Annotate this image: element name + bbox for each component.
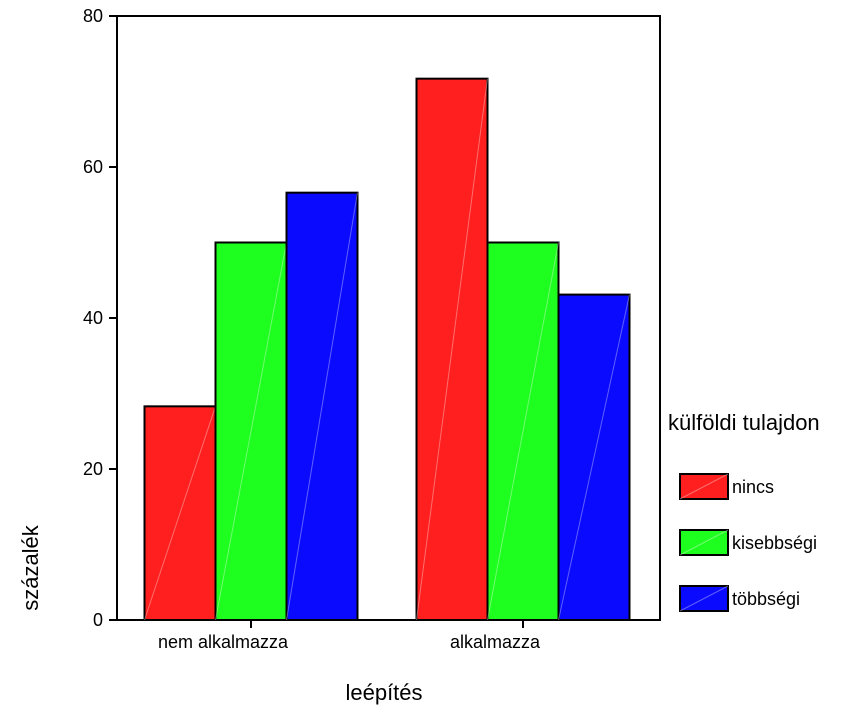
y-tick-label: 40: [83, 308, 103, 328]
bar-hatch: [215, 242, 287, 621]
bar-hatch: [416, 78, 488, 621]
bars: [143, 77, 631, 622]
bar-hatch: [144, 406, 216, 621]
y-tick-label: 0: [93, 610, 103, 630]
bar-kisebbségi-1: [486, 241, 560, 621]
legend-label-többségi: többségi: [732, 589, 800, 609]
bar-nincs-0: [143, 405, 217, 621]
bar-többségi-1: [557, 293, 631, 621]
bar-hatch: [487, 242, 559, 621]
y-tick-label: 20: [83, 459, 103, 479]
legend-title: külföldi tulajdon: [668, 410, 820, 435]
y-axis: 0 20 40 60 80: [83, 6, 117, 630]
bar-hatch: [558, 294, 630, 621]
x-axis-label: leépítés: [345, 680, 422, 705]
legend-label-nincs: nincs: [732, 477, 774, 497]
x-tick-label: alkalmazza: [450, 632, 541, 652]
y-axis-label: százalék: [18, 524, 43, 611]
bar-nincs-1: [415, 77, 489, 622]
legend-swatch-nincs: [679, 473, 729, 500]
bar-hatch: [286, 192, 358, 621]
y-tick-label: 80: [83, 6, 103, 26]
x-tick-label: nem alkalmazza: [158, 632, 289, 652]
legend-swatch-hatch: [679, 473, 729, 500]
plot-area: 0 20 40 60 80 nem alkalmazza alkalmazza: [83, 6, 661, 652]
y-tick-label: 60: [83, 157, 103, 177]
legend-swatch-hatch: [679, 529, 729, 556]
legend-swatch-többségi: [679, 585, 729, 612]
legend-label-kisebbségi: kisebbségi: [732, 533, 817, 553]
bar-többségi-0: [285, 191, 359, 621]
x-axis: nem alkalmazza alkalmazza: [158, 620, 541, 652]
legend: külföldi tulajdon nincs kisebbségi többség…: [668, 410, 820, 612]
legend-swatch-kisebbségi: [679, 529, 729, 556]
legend-swatch-hatch: [679, 585, 729, 612]
